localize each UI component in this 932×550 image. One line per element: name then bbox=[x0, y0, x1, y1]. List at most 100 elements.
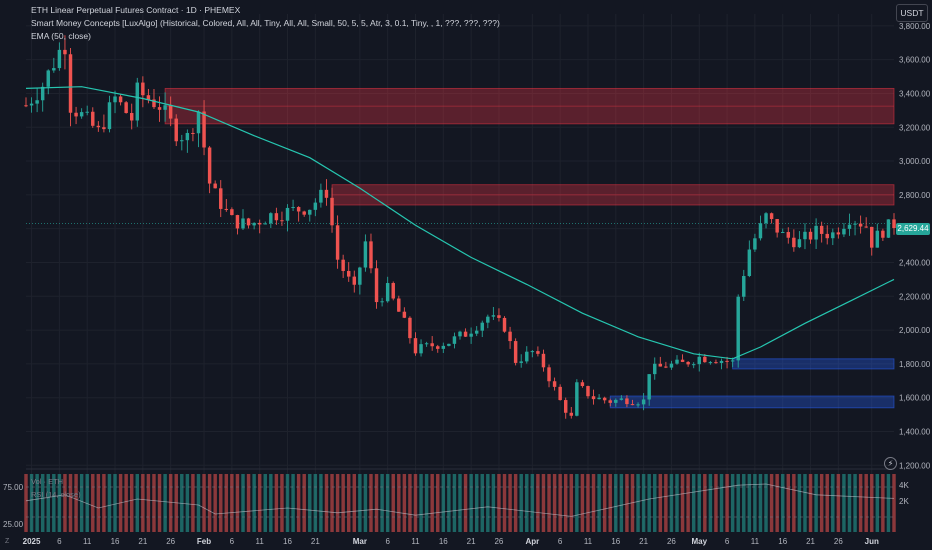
smc-indicator-legend[interactable]: Smart Money Concepts [LuxAlgo] (Historic… bbox=[31, 18, 500, 28]
volume-bar-2025-02-22 bbox=[319, 474, 323, 532]
candle-2025-05-06 bbox=[725, 360, 729, 362]
candle-2025-01-30 bbox=[191, 132, 195, 134]
candle-2025-02-27 bbox=[346, 270, 351, 277]
currency-button[interactable]: USDT bbox=[896, 4, 928, 22]
volume-bar-2025-05-09 bbox=[742, 474, 746, 532]
volume-bar-2025-05-06 bbox=[725, 474, 729, 532]
y-tick-3600: 3,600.00 bbox=[899, 56, 931, 65]
x-tick-2025-01-01: 2025 bbox=[23, 537, 41, 546]
candle-2025-03-13 bbox=[424, 343, 429, 345]
volume-bar-2025-06-01 bbox=[870, 474, 874, 532]
candle-2025-05-01 bbox=[697, 356, 701, 365]
candle-2025-02-15 bbox=[280, 220, 284, 222]
candle-2025-01-28 bbox=[180, 140, 184, 142]
volume-bar-2025-01-03 bbox=[40, 474, 45, 532]
candle-2025-03-29 bbox=[513, 341, 518, 363]
volume-bar-2025-05-18 bbox=[792, 474, 796, 532]
volume-bar-2025-05-23 bbox=[819, 474, 824, 532]
volume-bar-2025-01-30 bbox=[191, 474, 195, 532]
x-tick-2025-01-26: 26 bbox=[166, 537, 175, 546]
candle-2025-03-23 bbox=[480, 322, 484, 331]
volume-bar-2025-01-23 bbox=[152, 474, 156, 532]
volume-bar-2025-03-20 bbox=[463, 474, 468, 532]
volume-bar-2025-02-27 bbox=[346, 474, 351, 532]
price-axis[interactable]: 1,200.00 1,400.00 1,600.00 1,800.00 2,000.00… bbox=[899, 22, 931, 470]
x-tick-2025-02-01: Feb bbox=[197, 537, 211, 546]
volume-legend[interactable]: Vol · ETH bbox=[31, 477, 64, 486]
volume-bar-2025-02-11 bbox=[257, 474, 262, 532]
y-tick-2200: 2,200.00 bbox=[899, 292, 931, 301]
y-tick-3800: 3,800.00 bbox=[899, 22, 931, 31]
volume-bar-2025-06-04 bbox=[886, 474, 891, 532]
volume-bar-2025-05-05 bbox=[719, 474, 724, 532]
volume-bar-2025-02-14 bbox=[274, 474, 279, 532]
volume-bar-2025-06-05 bbox=[892, 474, 896, 532]
volume-bar-2025-03-15 bbox=[436, 474, 440, 532]
candle-2025-06-05 bbox=[892, 219, 896, 229]
volume-bar-2025-01-15 bbox=[107, 474, 112, 532]
volume-bar-2025-06-03 bbox=[881, 474, 885, 532]
x-tick-2025-04-01: Apr bbox=[525, 537, 539, 546]
ema-indicator-legend[interactable]: EMA (50, close) bbox=[31, 31, 91, 41]
candle-2025-04-04 bbox=[547, 367, 551, 382]
volume-bar-2025-05-26 bbox=[836, 474, 841, 532]
lightning-icon[interactable]: ⚡ bbox=[884, 457, 897, 470]
candle-2025-02-13 bbox=[269, 213, 273, 224]
candle-2025-03-14 bbox=[430, 343, 434, 347]
candle-2025-03-04 bbox=[374, 268, 379, 303]
volume-bar-2025-04-25 bbox=[664, 474, 668, 532]
volume-bar-2025-02-13 bbox=[269, 474, 273, 532]
timezone-label[interactable]: Z bbox=[5, 538, 10, 545]
x-tick-2025-03-11: 11 bbox=[411, 537, 420, 546]
rsi-legend[interactable]: RSI (14, close) bbox=[31, 490, 81, 499]
volume-bar-2025-03-14 bbox=[430, 474, 434, 532]
x-tick-2025-06-01: Jun bbox=[865, 537, 879, 546]
candle-2025-04-27 bbox=[675, 359, 679, 364]
candle-2025-04-09 bbox=[575, 382, 579, 416]
volume-bar-2025-03-30 bbox=[519, 474, 523, 532]
candle-2025-03-03 bbox=[369, 241, 373, 269]
candle-2025-02-11 bbox=[257, 222, 262, 225]
volume-bar-2025-01-29 bbox=[185, 474, 190, 532]
candle-2025-01-29 bbox=[185, 132, 190, 141]
ema-line bbox=[25, 86, 895, 360]
candle-2025-03-22 bbox=[474, 330, 479, 334]
x-tick-2025-04-26: 26 bbox=[667, 537, 676, 546]
candle-2025-04-12 bbox=[591, 396, 596, 400]
x-tick-2025-03-01: Mar bbox=[353, 537, 367, 546]
volume-bar-2025-01-01 bbox=[29, 474, 34, 532]
volume-bar-2025-04-06 bbox=[558, 474, 562, 532]
volume-bar-2025-02-26 bbox=[341, 474, 345, 532]
x-tick-2025-04-06: 6 bbox=[558, 537, 563, 546]
volume-bar-2025-04-03 bbox=[541, 474, 546, 532]
candle-2025-04-21 bbox=[641, 399, 646, 405]
candle-2025-05-31 bbox=[864, 226, 868, 228]
volume-bar-2025-01-14 bbox=[102, 474, 106, 532]
candle-2025-04-28 bbox=[680, 359, 685, 362]
volume-bar-2025-01-10 bbox=[79, 474, 84, 532]
candle-2025-02-02 bbox=[207, 147, 212, 184]
volume-bar-2025-01-25 bbox=[163, 474, 167, 532]
volume-bar-2025-05-24 bbox=[825, 474, 829, 532]
candle-2025-05-22 bbox=[814, 225, 818, 240]
candle-2025-04-01 bbox=[530, 351, 535, 353]
candle-2025-03-15 bbox=[436, 346, 440, 349]
candle-2025-01-22 bbox=[146, 95, 151, 100]
volume-bar-2025-03-05 bbox=[380, 474, 384, 532]
y-tick-2400: 2,400.00 bbox=[899, 258, 931, 267]
volume-bar-2025-01-09 bbox=[74, 474, 78, 532]
candle-2025-03-10 bbox=[408, 317, 412, 339]
volume-bar-2025-05-16 bbox=[780, 474, 785, 532]
volume-bar-2025-05-17 bbox=[786, 474, 791, 532]
x-tick-2025-03-06: 6 bbox=[385, 537, 390, 546]
candle-2025-05-24 bbox=[825, 233, 829, 239]
time-axis[interactable]: 2025 6 11 16 21 26 Feb 6 11 16 21 Mar 6 11 16 21 26 Apr 6 1… bbox=[23, 537, 879, 546]
candle-2025-05-19 bbox=[797, 239, 802, 248]
candle-2025-04-11 bbox=[586, 386, 590, 397]
candle-2025-04-20 bbox=[636, 404, 640, 406]
volume-bar-2025-03-31 bbox=[525, 474, 529, 532]
candle-2025-01-20 bbox=[135, 82, 140, 121]
candle-2025-03-20 bbox=[463, 331, 468, 337]
volume-bar-2025-01-24 bbox=[157, 474, 162, 532]
